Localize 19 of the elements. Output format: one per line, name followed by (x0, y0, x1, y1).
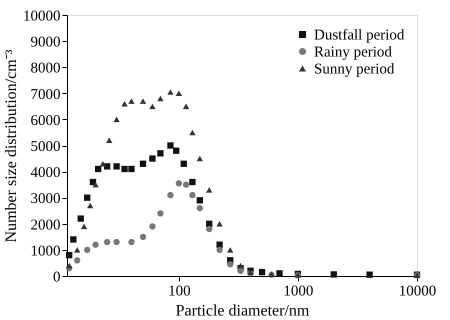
x-tick-label: 1000 (283, 284, 314, 300)
y-tick-label: 9000 (30, 34, 60, 51)
x-tick-label: 100 (168, 284, 191, 300)
y-tick-label: 5000 (30, 139, 60, 155)
legend-label: Dustfall period (314, 28, 405, 44)
y-tick-label: 2000 (30, 217, 60, 234)
y-tick-label: 10000 (23, 8, 60, 24)
y-tick-label: 4000 (30, 165, 60, 182)
y-tick-label: 3000 (30, 191, 60, 208)
y-axis-title: Number size distribution/cm⁻³ (3, 49, 20, 242)
y-tick-label: 8000 (30, 60, 60, 77)
legend-label: Sunny period (314, 62, 395, 78)
y-tick-label: 0 (53, 270, 60, 286)
y-tick-label: 1000 (30, 243, 60, 260)
y-tick-label: 7000 (30, 86, 60, 103)
x-axis-title: Particle diameter/nm (176, 302, 310, 320)
y-tick-label: 6000 (30, 112, 60, 129)
x-tick-label: 10000 (398, 284, 436, 300)
legend-label: Rainy period (314, 44, 392, 60)
